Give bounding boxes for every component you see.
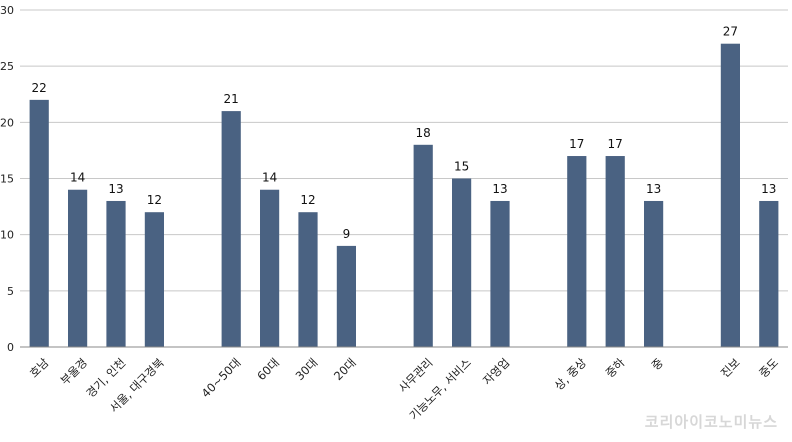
data-label: 27 — [723, 25, 738, 39]
bar — [413, 144, 433, 347]
gridlines — [20, 9, 788, 292]
data-label: 14 — [262, 171, 277, 185]
x-category-label: 자영업 — [480, 355, 512, 387]
bar — [759, 200, 779, 347]
x-category-label: 중 — [649, 355, 666, 372]
data-label: 17 — [569, 137, 584, 151]
bar — [144, 212, 164, 347]
x-category-label: 호남 — [27, 355, 52, 380]
bar — [298, 212, 318, 347]
data-label: 12 — [147, 193, 162, 207]
bar — [605, 156, 625, 347]
bar — [68, 189, 88, 347]
data-label: 14 — [70, 171, 85, 185]
x-category-label: 부울경 — [58, 355, 90, 387]
bar — [644, 200, 664, 347]
x-category-label: 상, 중상 — [552, 355, 590, 393]
data-label: 13 — [761, 182, 776, 196]
x-category-label: 40~50대 — [199, 355, 244, 400]
y-tick-label: 5 — [7, 285, 14, 298]
data-label: 13 — [492, 182, 507, 196]
data-label: 18 — [416, 126, 431, 140]
x-category-label: 60대 — [254, 355, 282, 383]
y-tick-label: 10 — [0, 229, 14, 242]
y-tick-label: 15 — [0, 173, 14, 186]
y-tick-label: 20 — [0, 116, 14, 129]
bar — [720, 43, 740, 347]
bar — [490, 200, 510, 347]
data-label: 13 — [646, 182, 661, 196]
data-labels: 22 14 13 12 21 14 12 9 18 15 13 17 17 13 27 13 — [32, 25, 777, 241]
bar — [260, 189, 280, 347]
data-label: 15 — [454, 160, 469, 174]
bars — [29, 43, 779, 347]
x-category-label: 중도 — [756, 355, 781, 380]
data-label: 13 — [108, 182, 123, 196]
bar — [221, 111, 241, 347]
x-category-label: 20대 — [331, 355, 359, 383]
x-category-label: 중하 — [603, 355, 628, 380]
y-axis-ticks: 0 5 10 15 20 25 30 — [0, 4, 14, 354]
bar — [106, 200, 126, 347]
y-tick-label: 30 — [0, 4, 14, 17]
x-category-label: 진보 — [718, 355, 743, 380]
data-label: 17 — [608, 137, 623, 151]
data-label: 9 — [343, 227, 351, 241]
y-tick-label: 0 — [7, 341, 14, 354]
data-label: 22 — [32, 81, 47, 95]
x-category-label: 30대 — [293, 355, 321, 383]
data-label: 21 — [224, 92, 239, 106]
bar — [567, 156, 587, 347]
bar — [29, 99, 49, 347]
bar — [336, 245, 356, 347]
bar — [452, 178, 472, 347]
watermark-logo: 코리아이코노미뉴스 — [644, 413, 778, 431]
y-tick-label: 25 — [0, 60, 14, 73]
data-label: 12 — [300, 193, 315, 207]
